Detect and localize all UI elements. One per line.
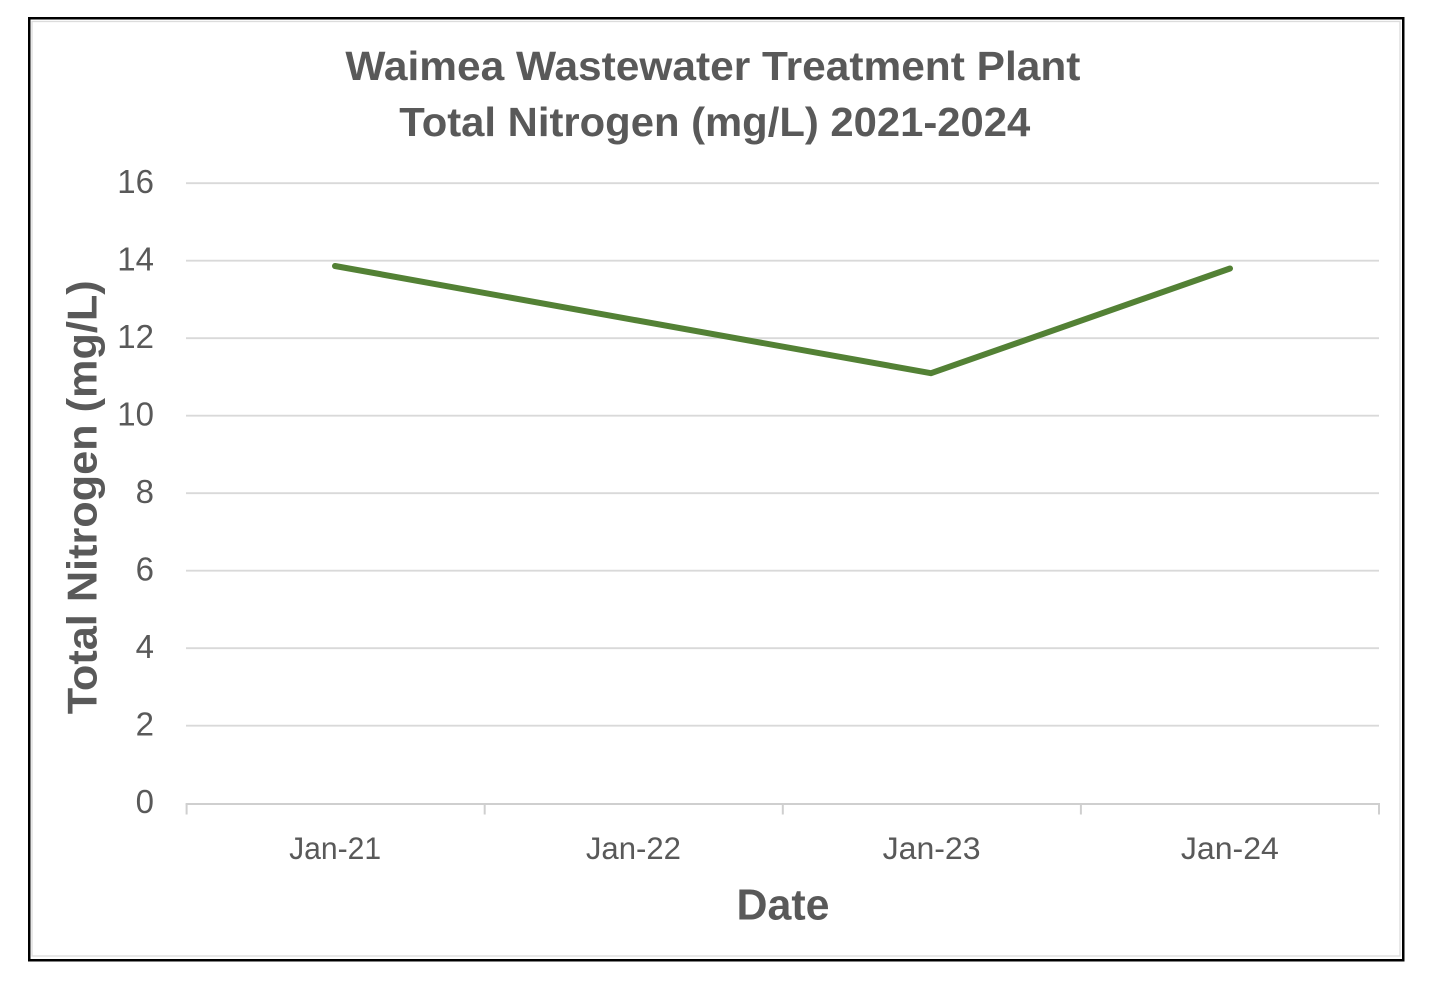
svg-text:Date: Date bbox=[737, 881, 830, 930]
svg-text:Jan-21: Jan-21 bbox=[289, 830, 381, 866]
svg-text:Jan-23: Jan-23 bbox=[883, 830, 981, 866]
svg-text:Total Nitrogen (mg/L) 2021-202: Total Nitrogen (mg/L) 2021-2024 bbox=[399, 99, 1030, 145]
svg-text:Waimea Wastewater Treatment Pl: Waimea Wastewater Treatment Plant bbox=[345, 43, 1080, 89]
svg-text:0: 0 bbox=[136, 783, 154, 820]
svg-text:16: 16 bbox=[117, 163, 154, 200]
svg-text:14: 14 bbox=[117, 240, 154, 277]
svg-text:2: 2 bbox=[136, 705, 154, 742]
svg-text:10: 10 bbox=[117, 395, 154, 432]
svg-text:4: 4 bbox=[136, 628, 154, 665]
svg-text:8: 8 bbox=[136, 473, 154, 510]
svg-text:6: 6 bbox=[136, 550, 154, 587]
svg-text:Jan-24: Jan-24 bbox=[1181, 830, 1279, 866]
svg-text:Total Nitrogen (mg/L): Total Nitrogen (mg/L) bbox=[59, 280, 106, 714]
svg-text:Jan-22: Jan-22 bbox=[586, 830, 681, 866]
svg-text:12: 12 bbox=[117, 318, 154, 355]
